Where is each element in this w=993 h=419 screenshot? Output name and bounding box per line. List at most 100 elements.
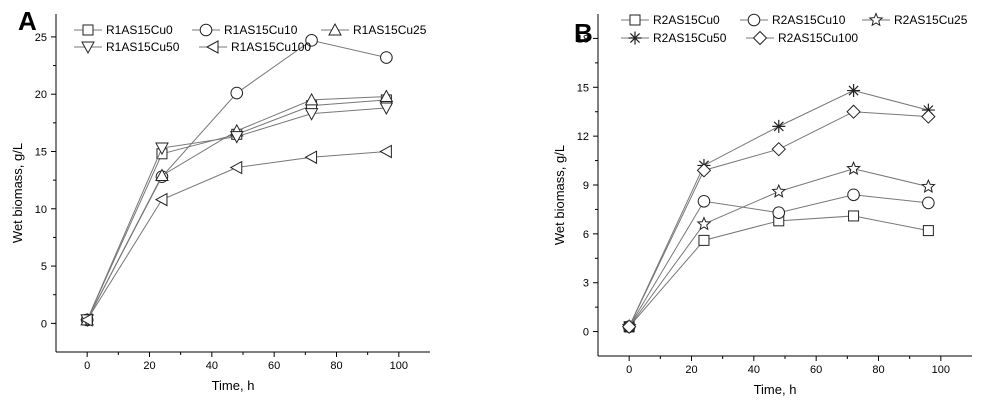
y-tick-label: 0 <box>583 327 589 339</box>
data-point <box>771 183 787 198</box>
legend-marker <box>205 40 219 54</box>
data-point <box>847 84 861 98</box>
legend-label: R1AS15Cu25 <box>353 23 427 37</box>
y-tick-label: 10 <box>35 204 47 216</box>
data-point <box>154 192 168 207</box>
y-tick-label: 9 <box>583 180 589 192</box>
y-tick-label: 0 <box>41 318 47 330</box>
data-point <box>771 141 786 157</box>
series-R1AS15Cu25 <box>80 89 394 326</box>
y-tick-label: 18 <box>577 33 589 45</box>
data-point <box>379 144 392 159</box>
legend-label: R1AS15Cu10 <box>224 23 298 37</box>
data-point <box>305 34 318 47</box>
panel-letter: A <box>18 6 37 36</box>
x-tick-label: 0 <box>626 364 632 376</box>
x-axis-label: Time, h <box>754 382 797 397</box>
series-R1AS15Cu100 <box>80 144 392 327</box>
legend-item: R2AS15Cu10 <box>740 13 846 27</box>
legend-marker <box>868 12 884 27</box>
chart-panel-a: A 0 20 40 60 80 100 0 5 10 15 20 25 Time, h Wet biomas… <box>10 6 430 393</box>
legend-item: R2AS15Cu100 <box>746 30 858 46</box>
x-tick-label: 100 <box>390 360 408 372</box>
series-line <box>86 39 387 321</box>
data-point <box>229 131 244 144</box>
legend-marker <box>199 23 213 37</box>
x-tick-label: 80 <box>330 360 342 372</box>
data-point <box>621 319 637 334</box>
data-point <box>921 109 936 124</box>
legend-item: R1AS15Cu100 <box>199 40 311 54</box>
data-point <box>230 86 244 100</box>
legend-marker <box>747 13 761 27</box>
data-point <box>922 225 934 237</box>
y-tick-label: 25 <box>35 32 47 44</box>
data-point <box>920 178 936 193</box>
data-point <box>847 188 860 202</box>
panel-letter: B <box>574 18 593 48</box>
legend-marker <box>81 41 95 55</box>
data-point <box>155 142 169 156</box>
legend-marker <box>752 30 768 46</box>
x-tick-label: 80 <box>872 364 884 376</box>
data-point <box>80 313 93 327</box>
legend-marker <box>628 31 642 45</box>
y-axis-label: Wet biomass, g/L <box>10 143 25 243</box>
chart-panel-b: B 0 20 40 60 80 100 0 3 6 9 12 15 18 Time, h Wet biomas… <box>552 12 972 397</box>
series-R2AS15Cu25 <box>621 160 936 333</box>
y-tick-label: 3 <box>583 278 589 290</box>
legend-item: R1AS15Cu0 <box>74 23 173 37</box>
data-point <box>846 104 861 119</box>
x-tick-label: 60 <box>810 364 822 376</box>
legend-label: R1AS15Cu50 <box>106 40 180 54</box>
legend-marker <box>328 22 342 36</box>
data-point <box>229 160 243 175</box>
data-point <box>698 234 710 246</box>
legend-item: R2AS15Cu0 <box>621 13 720 27</box>
series-R2AS15Cu10 <box>622 188 935 333</box>
legend-label: R1AS15Cu100 <box>231 40 311 54</box>
legend-item: R2AS15Cu50 <box>621 31 727 45</box>
x-tick-label: 0 <box>84 360 90 372</box>
data-point <box>379 89 394 102</box>
legend-label: R1AS15Cu0 <box>106 23 173 37</box>
data-point <box>846 160 861 176</box>
y-tick-label: 5 <box>41 261 47 273</box>
data-point <box>848 210 860 222</box>
x-axis-label: Time, h <box>212 378 255 393</box>
y-tick-label: 15 <box>35 146 47 158</box>
legend-label: R2AS15Cu0 <box>653 13 720 27</box>
legend: R1AS15Cu0 R1AS15Cu10 R1AS15Cu25 R1AS15Cu50 R… <box>74 22 427 55</box>
y-axis-label: Wet biomass, g/L <box>552 145 567 245</box>
legend-label: R2AS15Cu25 <box>894 13 968 27</box>
series-R1AS15Cu50 <box>80 102 394 327</box>
data-point <box>772 119 786 133</box>
x-tick-label: 100 <box>932 364 950 376</box>
y-tick-label: 15 <box>577 82 589 94</box>
x-tick-label: 40 <box>748 364 760 376</box>
data-point <box>304 108 319 121</box>
legend-item: R1AS15Cu25 <box>321 22 427 37</box>
x-tick-label: 20 <box>143 360 155 372</box>
series-R1AS15Cu10 <box>80 34 393 327</box>
data-point <box>772 206 786 219</box>
data-point <box>380 51 393 64</box>
legend-label: R2AS15Cu100 <box>778 31 858 45</box>
data-point <box>379 102 394 115</box>
legend-item: R1AS15Cu10 <box>192 23 298 37</box>
legend: R2AS15Cu0 R2AS15Cu10 R2AS15Cu25 R2AS15Cu50 R… <box>621 12 968 46</box>
data-point <box>155 168 169 182</box>
data-point <box>922 196 935 210</box>
y-tick-label: 6 <box>583 229 589 241</box>
x-tick-label: 60 <box>268 360 280 372</box>
x-tick-label: 40 <box>206 360 218 372</box>
y-tick-label: 12 <box>577 131 589 143</box>
data-point <box>696 163 712 178</box>
y-tick-label: 20 <box>35 89 47 101</box>
data-point <box>696 216 712 231</box>
legend-marker <box>629 14 641 26</box>
data-point <box>697 194 711 208</box>
legend-item: R2AS15Cu25 <box>862 12 968 27</box>
series-R2AS15Cu100 <box>621 104 936 334</box>
